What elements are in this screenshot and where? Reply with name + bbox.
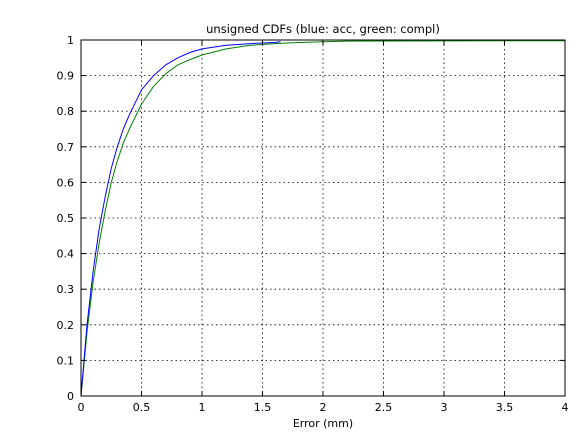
x-tick-label: 4 [562, 401, 569, 414]
grid-lines [81, 40, 565, 396]
x-axis-label: Error (mm) [293, 417, 353, 430]
y-tick-label: 0.4 [57, 248, 75, 261]
y-tick-label: 0.3 [57, 283, 75, 296]
y-tick-label: 0.9 [57, 70, 75, 83]
y-tick-labels: 0 0.1 0.2 0.3 0.4 0.5 0.6 0.7 0.8 0.9 1 [57, 34, 75, 403]
y-tick-label: 0.5 [57, 212, 75, 225]
x-tick-label: 0.5 [133, 401, 151, 414]
x-tick-label: 2 [320, 401, 327, 414]
y-tick-label: 0.1 [57, 354, 75, 367]
y-tick-label: 1 [67, 34, 74, 47]
tick-marks [80, 39, 566, 397]
y-tick-label: 0.6 [57, 176, 75, 189]
x-tick-label: 1 [199, 401, 206, 414]
y-tick-label: 0.7 [57, 141, 75, 154]
series-layer [80, 40, 566, 397]
x-tick-label: 1.5 [254, 401, 272, 414]
series-line-green [80, 40, 566, 397]
x-tick-label: 0 [78, 401, 85, 414]
x-tick-label: 3 [441, 401, 448, 414]
y-tick-label: 0 [67, 390, 74, 403]
x-tick-label: 2.5 [375, 401, 393, 414]
chart-title: unsigned CDFs (blue: acc, green: compl) [206, 22, 440, 36]
x-tick-labels: 0 0.5 1 1.5 2 2.5 3 3.5 4 [78, 401, 569, 414]
x-tick-label: 3.5 [496, 401, 514, 414]
series-line-blue [80, 41, 281, 397]
y-tick-label: 0.2 [57, 319, 75, 332]
y-tick-label: 0.8 [57, 105, 75, 118]
